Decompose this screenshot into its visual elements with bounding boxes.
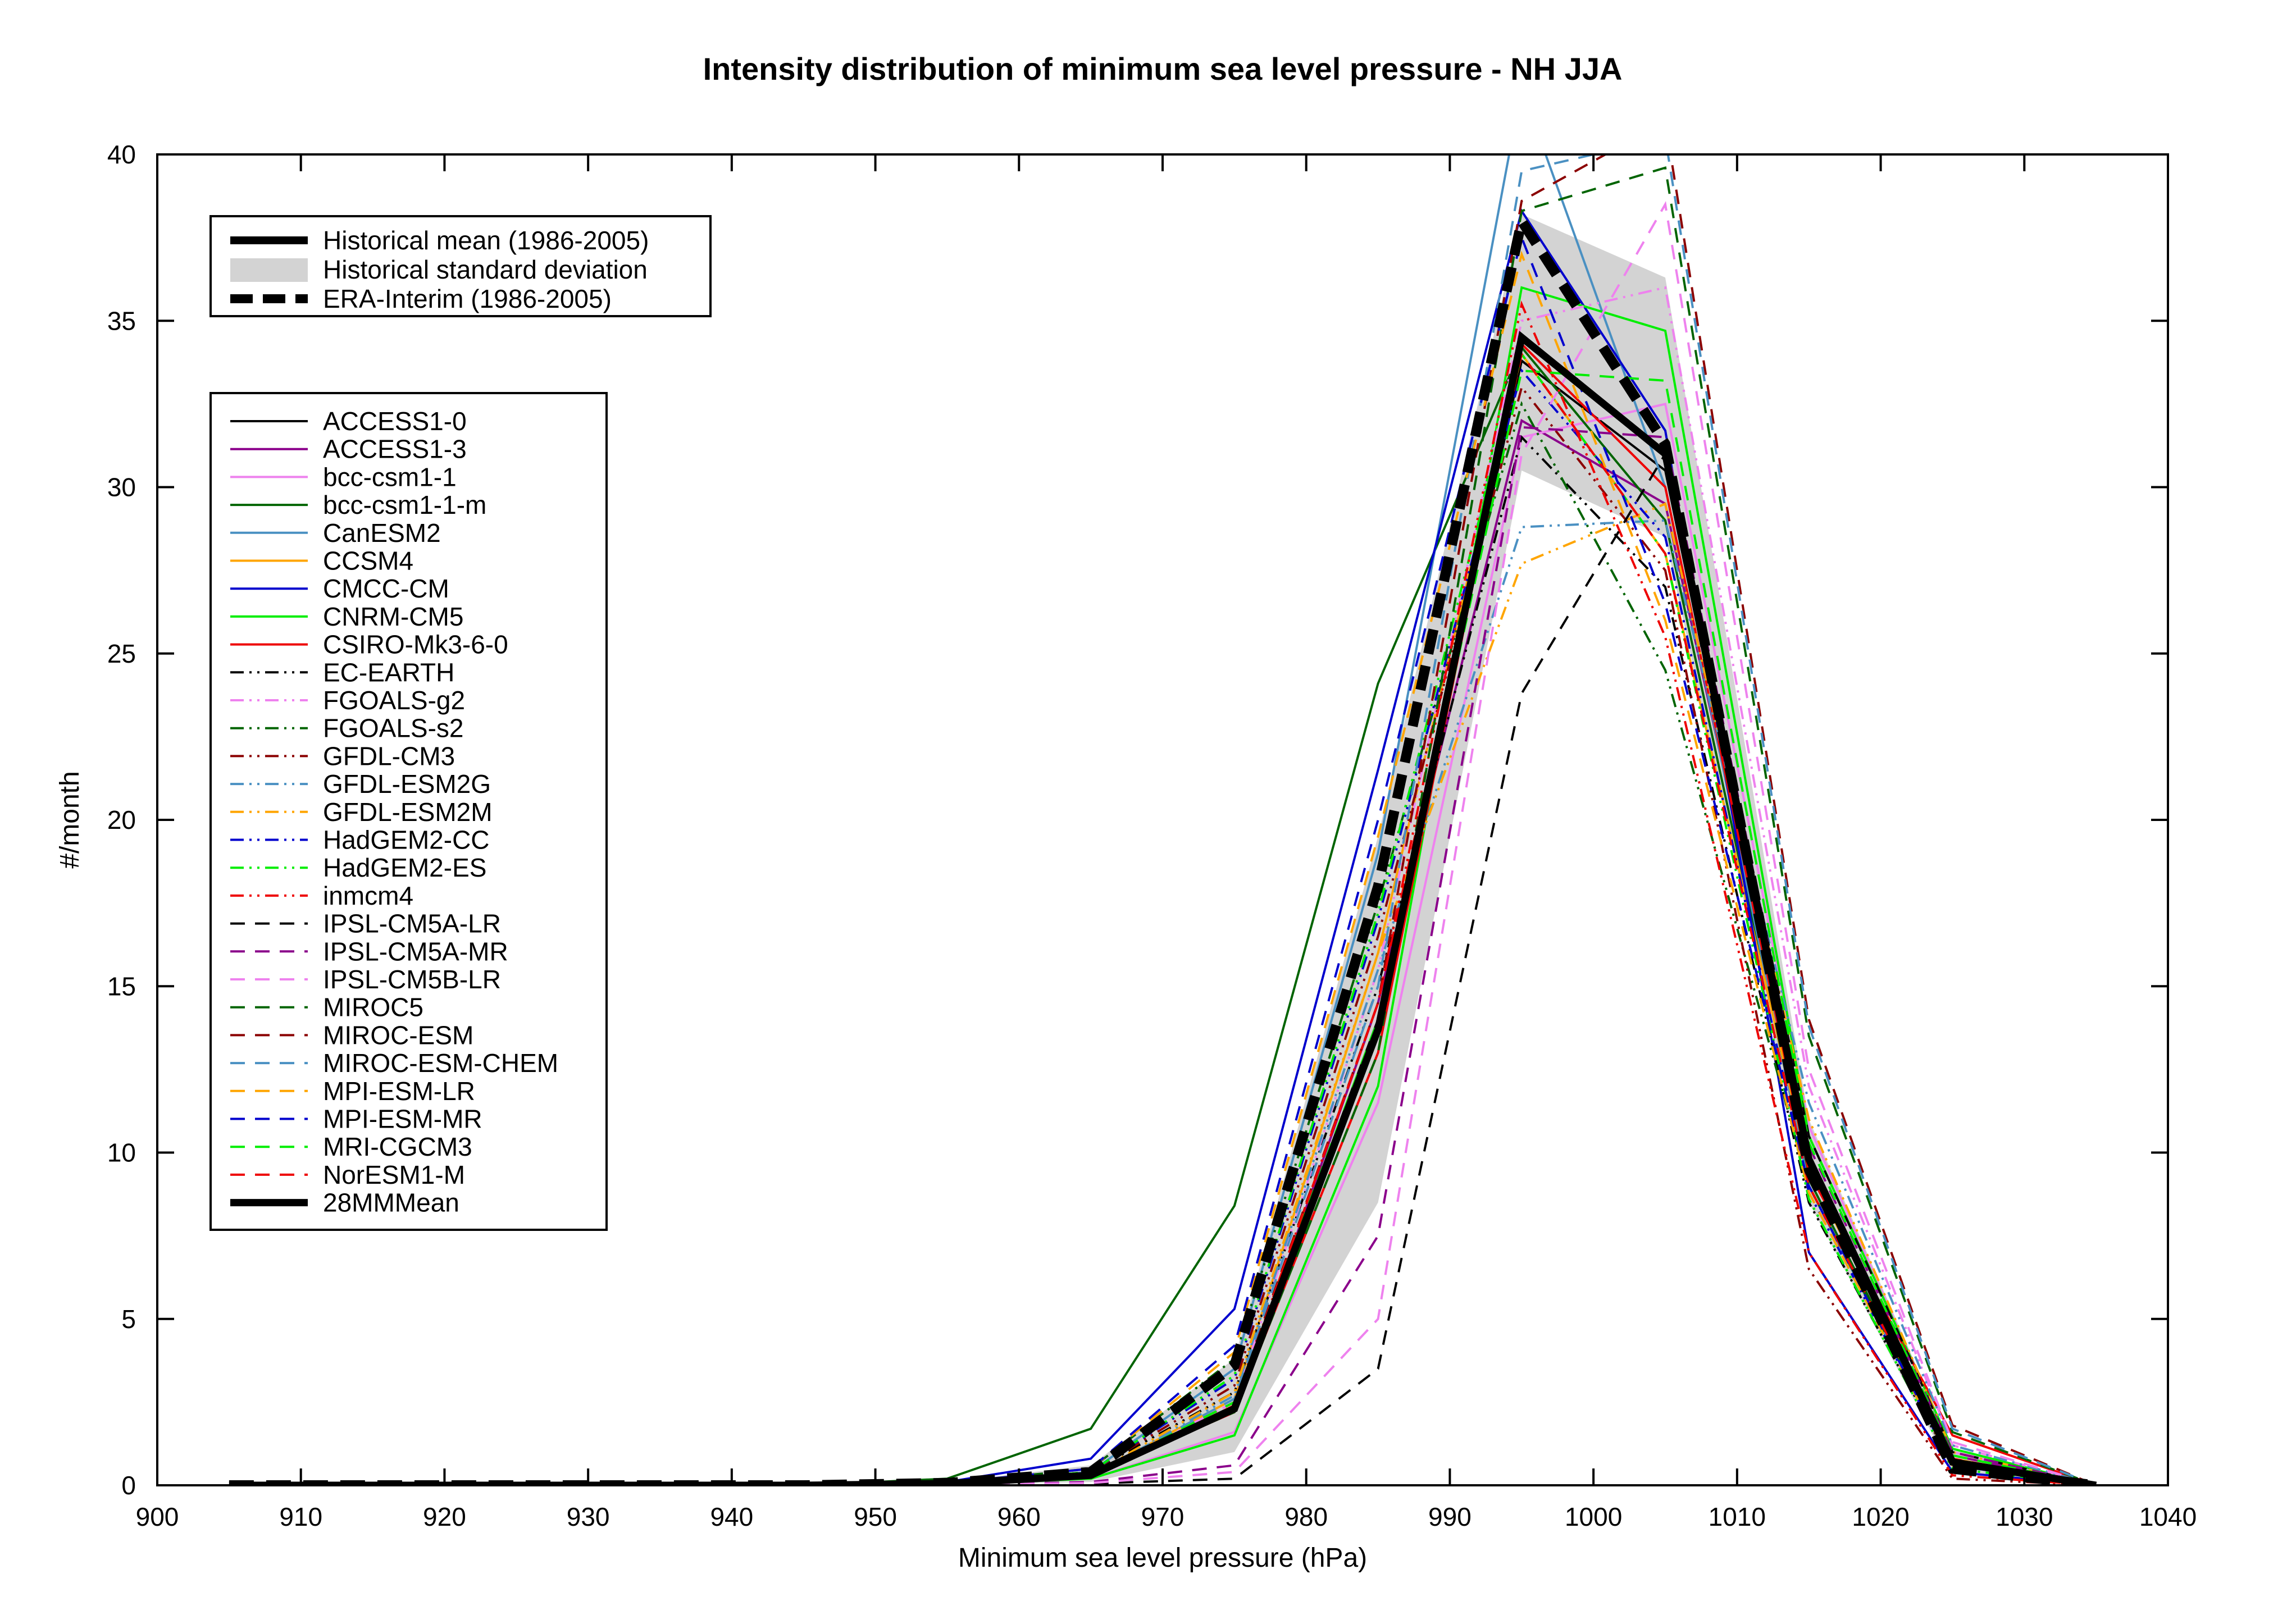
legend-label-bcc-csm1-1-m: bcc-csm1-1-m xyxy=(323,490,486,519)
legend-historical-mean-label: Historical mean (1986-2005) xyxy=(323,226,649,255)
x-tick-label: 910 xyxy=(279,1502,322,1531)
y-tick-label: 30 xyxy=(107,473,136,502)
y-tick-label: 15 xyxy=(107,971,136,1001)
legend-era-interim-label: ERA-Interim (1986-2005) xyxy=(323,284,612,313)
legend-label-mpi-esm-lr: MPI-ESM-LR xyxy=(323,1076,475,1106)
y-tick-label: 10 xyxy=(107,1138,136,1167)
y-tick-label: 20 xyxy=(107,805,136,834)
y-tick-label: 40 xyxy=(107,140,136,169)
x-axis-label: Minimum sea level pressure (hPa) xyxy=(958,1543,1367,1573)
legend-label-gfdl-esm2m: GFDL-ESM2M xyxy=(323,797,493,827)
x-tick-label: 960 xyxy=(997,1502,1041,1531)
legend-historical: Historical mean (1986-2005) Historical s… xyxy=(211,216,710,316)
legend-label-access1-0: ACCESS1-0 xyxy=(323,407,467,436)
legend-label-inmcm4: inmcm4 xyxy=(323,881,413,910)
x-tick-label: 1020 xyxy=(1852,1502,1909,1531)
legend-historical-std-swatch xyxy=(230,258,308,282)
legend-label-miroc5: MIROC5 xyxy=(323,993,423,1022)
legend-label-csiro-mk3-6-0: CSIRO-Mk3-6-0 xyxy=(323,630,508,659)
legend-label-hadgem2-es: HadGEM2-ES xyxy=(323,853,486,882)
chart-title: Intensity distribution of minimum sea le… xyxy=(703,51,1623,86)
legend-label-gfdl-esm2g: GFDL-ESM2G xyxy=(323,769,491,799)
x-tick-label: 970 xyxy=(1141,1502,1185,1531)
legend-label-fgoals-s2: FGOALS-s2 xyxy=(323,714,464,743)
y-tick-label: 5 xyxy=(121,1304,136,1334)
legend-label-28mmmean: 28MMMean xyxy=(323,1188,459,1217)
legend-historical-std-label: Historical standard deviation xyxy=(323,255,648,284)
legend-label-ipsl-cm5a-mr: IPSL-CM5A-MR xyxy=(323,937,508,966)
x-tick-label: 930 xyxy=(567,1502,610,1531)
x-tick-label: 980 xyxy=(1284,1502,1328,1531)
legend-label-miroc-esm: MIROC-ESM xyxy=(323,1020,473,1050)
legend-label-gfdl-cm3: GFDL-CM3 xyxy=(323,741,455,770)
x-tick-label: 1000 xyxy=(1565,1502,1622,1531)
x-tick-label: 950 xyxy=(854,1502,897,1531)
chart-figure: Intensity distribution of minimum sea le… xyxy=(0,0,2296,1624)
legend-label-canesm2: CanESM2 xyxy=(323,518,441,548)
legend-label-fgoals-g2: FGOALS-g2 xyxy=(323,686,465,715)
x-tick-label: 1010 xyxy=(1709,1502,1766,1531)
legend-models: ACCESS1-0ACCESS1-3bcc-csm1-1bcc-csm1-1-m… xyxy=(211,393,607,1230)
legend-label-miroc-esm-chem: MIROC-ESM-CHEM xyxy=(323,1048,558,1078)
legend-label-noresm1-m: NorESM1-M xyxy=(323,1160,465,1189)
x-tick-label: 940 xyxy=(710,1502,753,1531)
x-tick-label: 900 xyxy=(136,1502,179,1531)
legend-label-cnrm-cm5: CNRM-CM5 xyxy=(323,602,463,631)
y-axis-label: #/month xyxy=(55,771,85,868)
y-tick-label: 35 xyxy=(107,306,136,335)
legend-label-mri-cgcm3: MRI-CGCM3 xyxy=(323,1132,472,1161)
legend-label-cmcc-cm: CMCC-CM xyxy=(323,574,449,603)
x-tick-label: 920 xyxy=(423,1502,466,1531)
legend-label-ccsm4: CCSM4 xyxy=(323,546,413,576)
y-tick-label: 25 xyxy=(107,639,136,668)
legend-label-ipsl-cm5b-lr: IPSL-CM5B-LR xyxy=(323,965,501,994)
y-tick-label: 0 xyxy=(121,1471,136,1500)
legend-label-ipsl-cm5a-lr: IPSL-CM5A-LR xyxy=(323,909,501,938)
legend-label-hadgem2-cc: HadGEM2-CC xyxy=(323,825,490,855)
x-tick-label: 1030 xyxy=(1996,1502,2053,1531)
legend-label-ec-earth: EC-EARTH xyxy=(323,658,454,687)
x-tick-label: 990 xyxy=(1428,1502,1472,1531)
legend-label-access1-3: ACCESS1-3 xyxy=(323,435,467,464)
x-tick-label: 1040 xyxy=(2139,1502,2197,1531)
legend-label-bcc-csm1-1: bcc-csm1-1 xyxy=(323,462,457,491)
legend-label-mpi-esm-mr: MPI-ESM-MR xyxy=(323,1105,482,1134)
